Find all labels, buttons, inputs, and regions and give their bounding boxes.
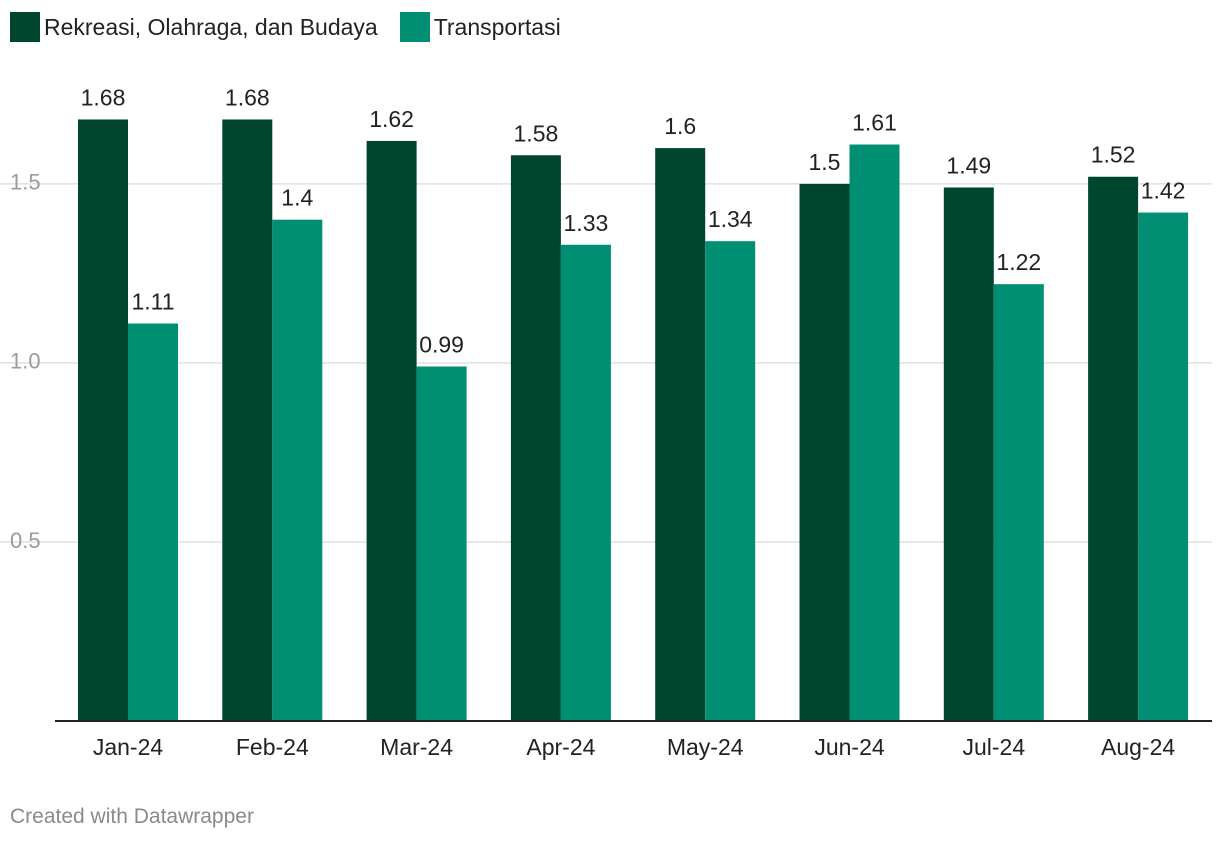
y-tick-label-1: 1.0: [10, 349, 41, 374]
value-label-rekreasi-apr-24: 1.58: [514, 120, 559, 146]
value-label-transportasi-apr-24: 1.33: [564, 210, 609, 236]
x-tick-label-aug-24: Aug-24: [1101, 734, 1175, 760]
value-label-transportasi-jul-24: 1.22: [996, 249, 1041, 275]
bar-rekreasi-jan-24: [78, 119, 128, 722]
legend: Rekreasi, Olahraga, dan Budaya Transport…: [10, 10, 583, 44]
value-label-transportasi-jan-24: 1.11: [131, 289, 174, 315]
bar-transportasi-feb-24: [272, 219, 323, 722]
legend-swatch-transportasi: [399, 12, 430, 42]
bar-rekreasi-jun-24: [799, 183, 850, 722]
bar-rekreasi-feb-24: [222, 119, 273, 722]
value-label-rekreasi-jan-24: 1.68: [81, 84, 126, 110]
footer-credit: Created with Datawrapper: [10, 805, 254, 828]
axes: Jan-24 Feb-24 Mar-24 Apr-24 May-24 Jun-24 Jul-…: [55, 720, 1212, 760]
bar-rekreasi-apr-24: [510, 155, 561, 722]
y-tick-label-2: 1.5: [10, 170, 41, 195]
bar-transportasi-apr-24: [560, 244, 611, 721]
bar-transportasi-jun-24: [849, 144, 900, 722]
x-tick-label-may-24: May-24: [667, 734, 744, 760]
legend-label-transportasi: Transportasi: [433, 13, 561, 40]
bar-transportasi-jul-24: [993, 284, 1044, 721]
bar-rekreasi-aug-24: [1088, 176, 1139, 721]
legend-label-rekreasi: Rekreasi, Olahraga, dan Budaya: [44, 13, 378, 40]
x-tick-label-jul-24: Jul-24: [962, 734, 1025, 760]
bar-rekreasi-jul-24: [943, 187, 994, 721]
legend-item-transportasi: Transportasi: [399, 12, 561, 42]
x-tick-label-apr-24: Apr-24: [526, 734, 595, 760]
value-label-transportasi-jun-24: 1.61: [852, 110, 897, 136]
x-tick-label-jan-24: Jan-24: [93, 734, 164, 760]
bar-transportasi-mar-24: [416, 366, 467, 721]
x-tick-label-mar-24: Mar-24: [380, 734, 453, 760]
value-label-transportasi-feb-24: 1.4: [281, 185, 313, 211]
x-tick-label-jun-24: Jun-24: [814, 734, 885, 760]
legend-swatch-rekreasi: [10, 12, 40, 42]
value-label-rekreasi-aug-24: 1.52: [1091, 142, 1136, 168]
value-label-rekreasi-may-24: 1.6: [664, 113, 696, 139]
bar-rekreasi-may-24: [655, 148, 706, 721]
value-labels: 1.68 1.11 1.68 1.4 1.62 0.99 1.58 1.33 1.6 1.34 1.…: [81, 84, 1186, 357]
bar-transportasi-jan-24: [128, 323, 178, 721]
x-tick-label-feb-24: Feb-24: [236, 734, 309, 760]
value-label-transportasi-mar-24: 0.99: [419, 332, 464, 358]
y-tick-label-0: 0.5: [10, 528, 41, 553]
value-label-rekreasi-mar-24: 1.62: [369, 106, 414, 132]
value-label-rekreasi-jul-24: 1.49: [946, 152, 991, 178]
bar-transportasi-may-24: [705, 241, 756, 721]
value-label-transportasi-aug-24: 1.42: [1141, 178, 1186, 204]
bars: [78, 119, 1189, 722]
value-label-rekreasi-feb-24: 1.68: [225, 84, 270, 110]
bar-transportasi-aug-24: [1138, 212, 1189, 721]
legend-item-rekreasi: Rekreasi, Olahraga, dan Budaya: [10, 12, 378, 42]
bar-rekreasi-mar-24: [366, 140, 417, 721]
value-label-rekreasi-jun-24: 1.5: [809, 149, 841, 175]
value-label-transportasi-may-24: 1.34: [708, 206, 753, 232]
